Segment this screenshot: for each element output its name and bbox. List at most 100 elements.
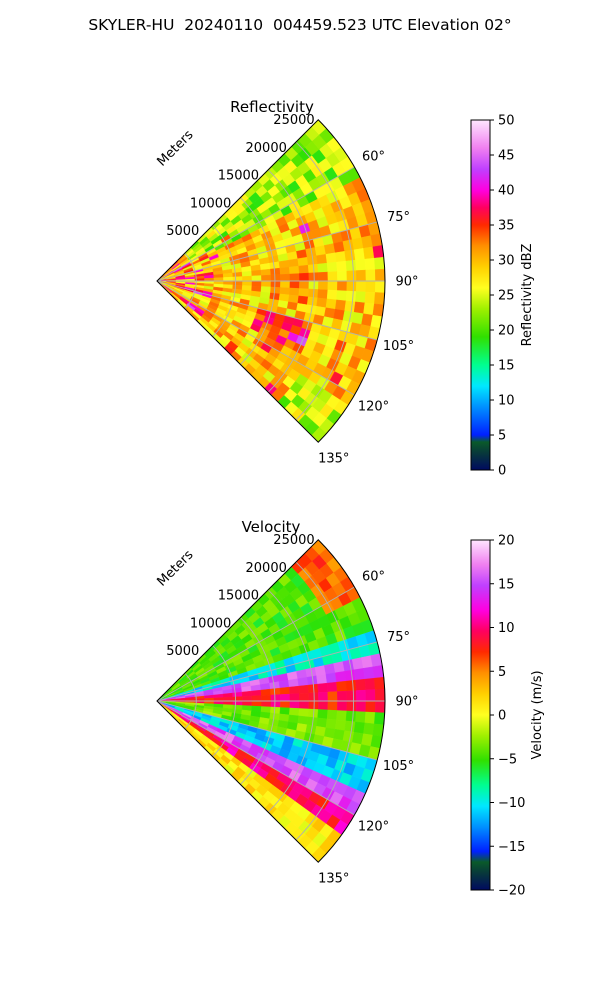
field-cell bbox=[260, 688, 272, 696]
field-cell bbox=[261, 280, 272, 288]
field-cell bbox=[289, 273, 300, 282]
field-cell bbox=[346, 700, 357, 712]
field-cell bbox=[327, 700, 338, 711]
field-cell bbox=[335, 671, 347, 683]
field-cell bbox=[261, 700, 272, 708]
azimuth-spoke bbox=[156, 641, 378, 702]
field-cell bbox=[299, 700, 310, 710]
figure-suptitle: SKYLER-HU 20240110 004459.523 UTC Elevat… bbox=[88, 16, 512, 34]
field-cell bbox=[325, 718, 337, 730]
field-cell bbox=[374, 256, 385, 270]
field-cell bbox=[356, 689, 367, 702]
field-cell bbox=[289, 693, 300, 702]
field-cell bbox=[261, 274, 272, 282]
field-cell bbox=[316, 297, 328, 308]
azimuth-tick-label: 60° bbox=[362, 150, 385, 165]
field-cell bbox=[270, 694, 281, 702]
field-cell bbox=[356, 700, 367, 713]
field-cell bbox=[213, 277, 224, 282]
field-cell bbox=[242, 700, 253, 707]
colorbar-tick-label: 45 bbox=[498, 149, 515, 164]
colorbar-scale bbox=[470, 119, 491, 471]
field-cell bbox=[364, 257, 376, 271]
field-cell bbox=[363, 302, 375, 316]
range-tick-label: 25000 bbox=[273, 533, 314, 548]
field-cell bbox=[337, 280, 348, 292]
field-cell bbox=[318, 700, 329, 711]
azimuth-tick-label: 75° bbox=[387, 210, 410, 225]
field-cell bbox=[251, 689, 262, 697]
field-cell bbox=[364, 677, 376, 691]
field-cell bbox=[280, 280, 291, 289]
field-cell bbox=[355, 711, 366, 724]
field-cell bbox=[269, 681, 281, 690]
colorbar-label: Reflectivity dBZ bbox=[520, 244, 535, 347]
field-cell bbox=[374, 688, 386, 702]
panel-title: Reflectivity bbox=[230, 98, 314, 116]
field-cell bbox=[337, 690, 348, 702]
field-cell bbox=[270, 700, 281, 708]
field-cell bbox=[317, 709, 328, 720]
field-cell bbox=[324, 663, 336, 675]
colorbar-tick-label: 0 bbox=[498, 709, 506, 724]
field-cell bbox=[325, 252, 337, 264]
field-cell bbox=[317, 682, 328, 693]
field-cell bbox=[363, 722, 375, 736]
field-cell bbox=[314, 665, 327, 676]
field-cell bbox=[289, 265, 300, 275]
field-cell bbox=[336, 290, 347, 302]
field-cell bbox=[364, 711, 376, 725]
field-cell bbox=[278, 259, 290, 269]
range-tick-label: 25000 bbox=[273, 113, 314, 128]
field-cell bbox=[318, 271, 329, 282]
field-cell bbox=[345, 679, 357, 692]
field-cell bbox=[232, 276, 243, 282]
azimuth-tick-label: 120° bbox=[358, 820, 389, 835]
field-cell bbox=[223, 696, 234, 702]
field-cell bbox=[298, 684, 310, 694]
field-cell bbox=[222, 272, 234, 278]
field-cell bbox=[314, 245, 327, 256]
field-cell bbox=[363, 246, 375, 260]
field-cell bbox=[374, 268, 386, 282]
field-cell bbox=[297, 676, 309, 687]
field-cell bbox=[232, 700, 243, 706]
azimuth-spoke bbox=[156, 280, 378, 341]
colorbar-tick-label: 0 bbox=[498, 464, 506, 479]
radar-panel-velocity: Velocity 60° 75° 90° 105° 120° 135° 5000 10000 15… bbox=[155, 518, 545, 899]
colorbar-tick-label: 10 bbox=[498, 621, 515, 636]
colorbar-tick-label: 15 bbox=[498, 577, 515, 592]
field-cell bbox=[299, 272, 310, 282]
colorbar-tick-label: 30 bbox=[498, 254, 515, 269]
field-cell bbox=[280, 700, 291, 709]
field-cell bbox=[326, 681, 338, 693]
field-cell bbox=[316, 254, 328, 265]
field-cell bbox=[353, 301, 366, 314]
colorbar-tick-label: 5 bbox=[498, 665, 506, 680]
field-cell bbox=[251, 269, 262, 277]
field-cell bbox=[335, 299, 347, 311]
colorbar-tick-label: 20 bbox=[498, 324, 515, 339]
colorbar-scale bbox=[470, 539, 491, 891]
field-cell bbox=[355, 678, 366, 691]
colorbar-tick-label: 25 bbox=[498, 289, 515, 304]
field-cell bbox=[326, 709, 338, 721]
azimuth-tick-label: 135° bbox=[318, 871, 349, 886]
field-cell bbox=[223, 276, 234, 282]
field-cell bbox=[356, 280, 367, 293]
colorbar: −20 −15 −10 −5 0 5 10 15 20 Velocity (m/s) bbox=[470, 534, 545, 899]
azimuth-spoke bbox=[156, 221, 378, 282]
field-cell bbox=[232, 691, 243, 698]
field-cell bbox=[345, 259, 357, 272]
field-cell bbox=[325, 298, 337, 310]
field-cell bbox=[344, 249, 356, 262]
field-cell bbox=[242, 280, 253, 287]
field-cell bbox=[374, 676, 385, 690]
colorbar-tick-label: −5 bbox=[498, 752, 517, 767]
field-cell bbox=[344, 720, 356, 733]
field-cell bbox=[327, 691, 338, 702]
field-cell bbox=[242, 275, 253, 282]
range-axis-label: Meters bbox=[155, 127, 197, 169]
field-cell bbox=[346, 270, 357, 282]
range-tick-label: 20000 bbox=[246, 141, 287, 156]
